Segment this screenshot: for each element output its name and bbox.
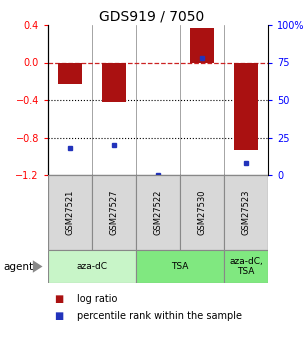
Text: agent: agent	[3, 262, 33, 272]
Bar	[58, 62, 82, 84]
Text: ■: ■	[54, 311, 63, 321]
Bar	[136, 175, 180, 250]
Bar	[190, 28, 214, 62]
Text: GDS919 / 7050: GDS919 / 7050	[99, 10, 204, 24]
Text: GSM27523: GSM27523	[241, 190, 251, 235]
Text: GSM27530: GSM27530	[198, 190, 207, 235]
Text: TSA: TSA	[171, 262, 189, 271]
Bar	[92, 175, 136, 250]
Bar	[48, 250, 136, 283]
Bar	[224, 175, 268, 250]
Bar	[136, 250, 224, 283]
Text: GSM27522: GSM27522	[154, 190, 162, 235]
Text: ■: ■	[54, 294, 63, 304]
Bar	[48, 175, 92, 250]
Text: GSM27527: GSM27527	[109, 190, 118, 235]
Text: aza-dC: aza-dC	[76, 262, 108, 271]
Text: aza-dC,
TSA: aza-dC, TSA	[229, 257, 263, 276]
Bar	[180, 175, 224, 250]
Text: log ratio: log ratio	[77, 294, 117, 304]
Text: percentile rank within the sample: percentile rank within the sample	[77, 311, 242, 321]
Bar	[234, 62, 258, 150]
Bar	[102, 62, 126, 102]
Bar	[224, 250, 268, 283]
Text: GSM27521: GSM27521	[65, 190, 75, 235]
